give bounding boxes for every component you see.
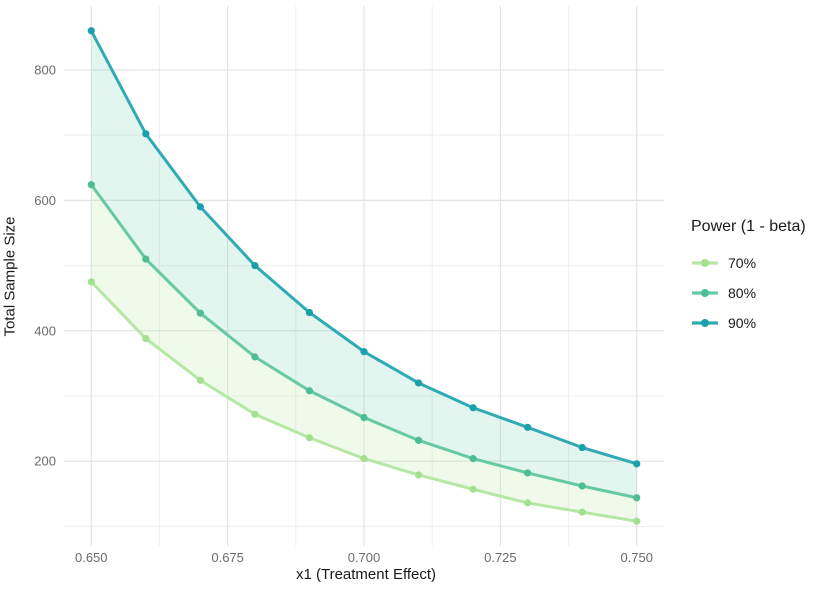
- data-point-90%: [360, 348, 368, 356]
- legend-item-90: 90%: [691, 308, 806, 338]
- legend-item-70: 70%: [691, 248, 806, 278]
- data-point-70%: [414, 471, 423, 479]
- data-point-90%: [469, 404, 477, 412]
- data-point-80%: [633, 494, 641, 502]
- data-point-80%: [196, 309, 204, 317]
- legend-title: Power (1 - beta): [691, 218, 806, 235]
- data-point-90%: [251, 261, 259, 270]
- data-point-70%: [524, 499, 532, 507]
- data-point-90%: [524, 423, 532, 431]
- y-tick-label: 600: [34, 193, 56, 208]
- data-point-90%: [196, 203, 204, 211]
- legend-label-90: 90%: [728, 315, 757, 331]
- legend-item-80: 80%: [691, 278, 806, 308]
- data-point-90%: [87, 27, 95, 35]
- x-tick-label: 0.725: [484, 550, 517, 565]
- data-point-80%: [142, 255, 150, 263]
- x-tick-label: 0.750: [620, 550, 653, 565]
- data-point-70%: [142, 335, 150, 343]
- legend-key-90-icon: [692, 319, 718, 327]
- legend-label-70: 70%: [728, 255, 757, 271]
- data-point-90%: [142, 130, 150, 138]
- data-point-70%: [633, 517, 641, 525]
- data-point-70%: [578, 508, 586, 516]
- data-point-80%: [87, 181, 95, 189]
- x-tick-label: 0.675: [211, 550, 244, 565]
- data-point-90%: [633, 460, 641, 468]
- x-tick-label: 0.650: [75, 550, 108, 565]
- data-point-80%: [360, 413, 368, 422]
- data-point-70%: [87, 278, 95, 286]
- data-point-70%: [251, 410, 259, 418]
- data-point-90%: [305, 308, 314, 317]
- data-point-80%: [305, 387, 314, 395]
- data-point-70%: [196, 376, 204, 384]
- data-point-80%: [524, 469, 532, 477]
- x-axis-title: x1 (Treatment Effect): [295, 566, 437, 583]
- legend-key-70-icon: [692, 259, 718, 267]
- data-point-80%: [414, 436, 423, 444]
- x-tick-label: 0.700: [348, 550, 381, 565]
- data-point-80%: [469, 455, 477, 463]
- y-tick-label: 200: [34, 454, 56, 469]
- y-axis-title: Total Sample Size: [1, 216, 19, 337]
- legend-label-80: 80%: [728, 285, 757, 301]
- data-point-80%: [251, 353, 259, 361]
- data-point-90%: [414, 379, 423, 387]
- data-point-90%: [578, 443, 586, 452]
- legend: Power (1 - beta) 70% 80% 90%: [691, 218, 806, 338]
- data-point-80%: [578, 482, 586, 490]
- legend-key-80-icon: [692, 289, 718, 297]
- data-point-70%: [469, 485, 477, 493]
- data-point-70%: [305, 434, 314, 442]
- y-tick-label: 800: [34, 62, 56, 77]
- data-point-70%: [360, 455, 368, 463]
- y-tick-label: 400: [34, 323, 56, 338]
